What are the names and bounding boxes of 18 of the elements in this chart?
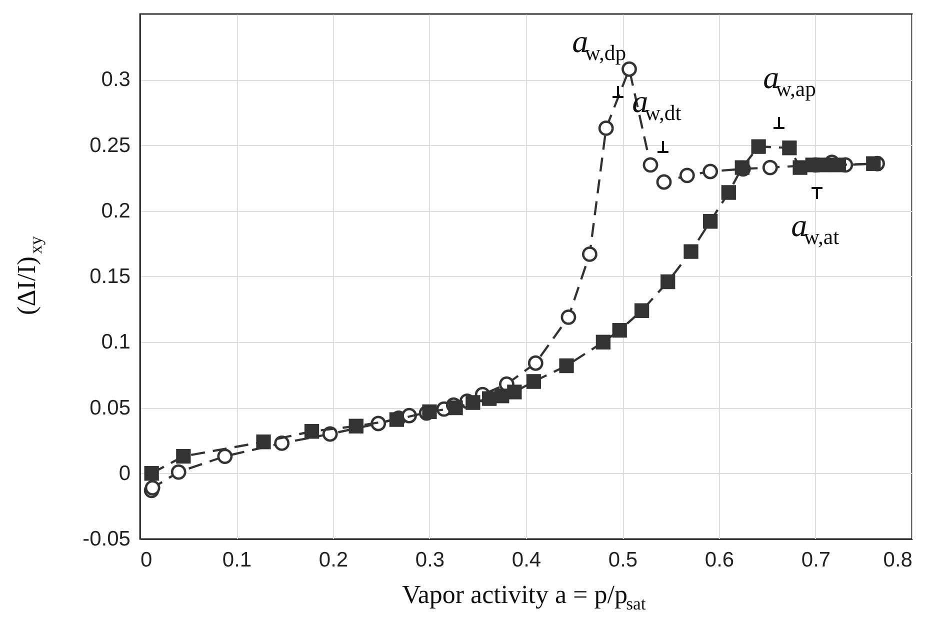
x-tick-label: 0.3 bbox=[415, 548, 445, 572]
y-tick-label: 0.1 bbox=[101, 330, 130, 354]
y-tick-label: 0.3 bbox=[101, 68, 130, 92]
x-tick-label: 0.7 bbox=[801, 548, 831, 572]
y-axis-title: (ΔI/I)xy bbox=[12, 236, 46, 316]
y-tick-label: 0.15 bbox=[90, 265, 130, 288]
x-tick-label: 0.8 bbox=[883, 548, 912, 572]
x-tick-label: 0 bbox=[140, 548, 152, 572]
y-tick-label: 0.25 bbox=[90, 134, 130, 157]
y-tick-label: -0.05 bbox=[82, 528, 130, 550]
x-tick-label: 0.2 bbox=[318, 548, 348, 572]
x-tick-label: 0.6 bbox=[704, 548, 734, 572]
y-tick-label: 0.2 bbox=[101, 199, 130, 222]
x-tick-label: 0.4 bbox=[512, 548, 542, 572]
x-tick-label: 0.1 bbox=[222, 548, 252, 572]
y-tick-label: 0.05 bbox=[90, 396, 130, 420]
y-tick-label: 0 bbox=[118, 462, 130, 485]
x-tick-label: 0.5 bbox=[608, 548, 638, 572]
